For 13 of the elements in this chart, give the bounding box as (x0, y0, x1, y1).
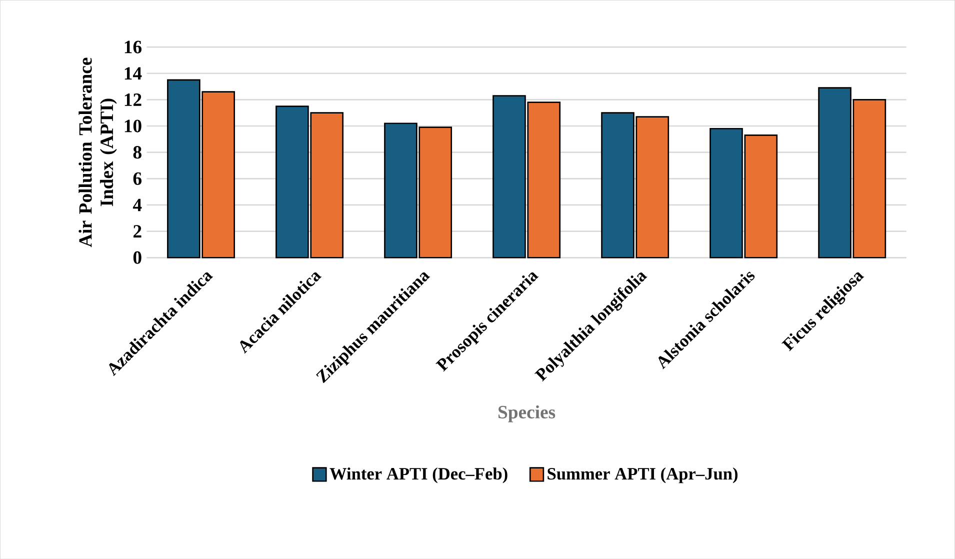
y-tick-label: 16 (124, 40, 142, 54)
y-tick-label: 6 (133, 172, 142, 185)
y-tick-label: 2 (133, 225, 142, 238)
y-tick-label: 0 (133, 251, 142, 264)
y-tick-label: 8 (133, 146, 142, 159)
y-tick-label: 14 (124, 67, 142, 80)
y-axis-title: Air Pollution Tolerance Index (APTI) (78, 58, 117, 248)
y-tick-label: 4 (132, 198, 142, 211)
x-axis-title: Species (498, 405, 556, 422)
legend-label: Winter APTI (Dec–Feb) (330, 467, 508, 484)
y-tick-label: 10 (124, 120, 142, 132)
legend-label: Summer APTI (Apr–Jun) (548, 467, 738, 484)
y-tick-label: 12 (124, 93, 142, 106)
